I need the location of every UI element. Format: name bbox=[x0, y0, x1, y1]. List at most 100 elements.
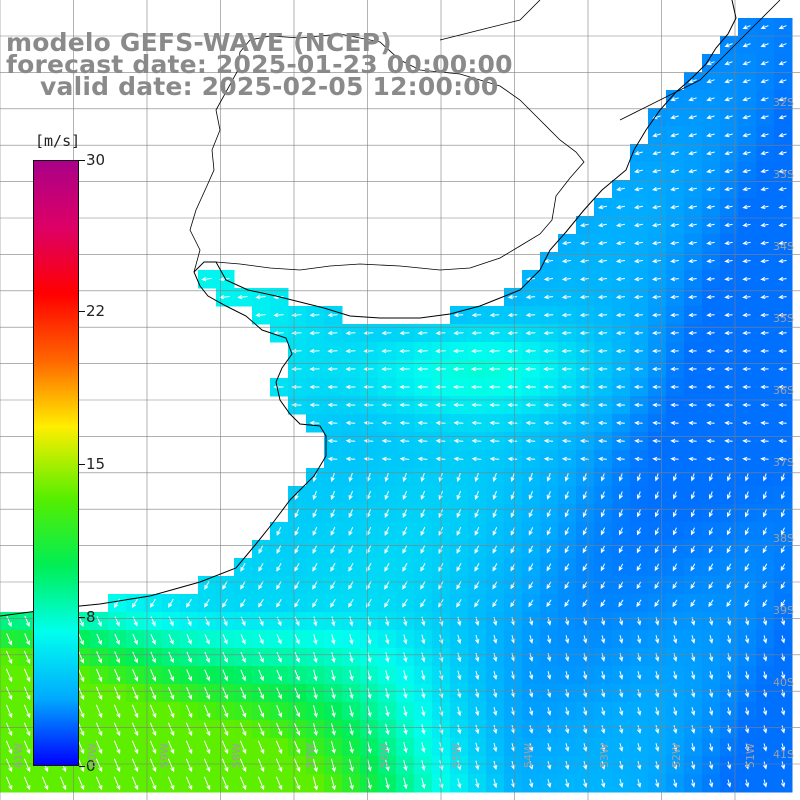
wind-arrow bbox=[742, 222, 751, 228]
wind-arrow bbox=[471, 456, 482, 462]
wind-arrow bbox=[582, 581, 588, 590]
wind-arrow bbox=[637, 725, 642, 734]
wind-arrow bbox=[185, 598, 192, 608]
wind-arrow bbox=[113, 686, 121, 701]
wind-arrow bbox=[565, 725, 570, 734]
wind-arrow bbox=[708, 545, 714, 554]
wind-arrow bbox=[724, 276, 733, 282]
wind-arrow bbox=[331, 651, 336, 663]
wind-arrow bbox=[275, 758, 283, 773]
wind-arrow bbox=[452, 366, 464, 372]
wind-arrow bbox=[778, 366, 787, 372]
wind-arrow bbox=[457, 706, 462, 717]
wind-arrow bbox=[654, 491, 659, 500]
wind-arrow bbox=[583, 725, 588, 734]
wind-arrow bbox=[525, 384, 536, 390]
wind-arrow bbox=[240, 669, 246, 682]
wind-arrow bbox=[96, 668, 103, 683]
wind-arrow bbox=[349, 705, 354, 718]
wind-arrow bbox=[132, 616, 138, 627]
wind-arrow bbox=[240, 704, 247, 718]
wind-arrow bbox=[655, 671, 660, 680]
wind-arrow bbox=[670, 384, 679, 390]
wind-arrow bbox=[203, 776, 211, 791]
wind-arrow bbox=[493, 634, 498, 645]
colorbar-tick-mark bbox=[79, 766, 85, 767]
wind-arrow bbox=[564, 473, 569, 482]
wind-arrow bbox=[778, 312, 787, 318]
wind-arrow bbox=[709, 725, 714, 734]
wind-arrow bbox=[597, 348, 608, 354]
wind-arrow bbox=[367, 777, 372, 790]
wind-arrow bbox=[654, 527, 659, 536]
wind-arrow bbox=[652, 456, 661, 462]
wind-arrow bbox=[744, 527, 749, 536]
wind-arrow bbox=[275, 776, 283, 791]
wind-arrow bbox=[95, 740, 103, 755]
wind-arrow bbox=[724, 151, 733, 156]
wind-arrow bbox=[417, 402, 428, 408]
wind-arrow bbox=[294, 562, 300, 572]
wind-arrow bbox=[6, 633, 13, 646]
wind-arrow bbox=[168, 651, 174, 664]
wind-arrow bbox=[96, 616, 102, 627]
wind-arrow bbox=[475, 652, 480, 663]
wind-arrow bbox=[670, 115, 679, 120]
wind-arrow bbox=[456, 599, 462, 608]
wind-arrow bbox=[349, 723, 354, 736]
wind-arrow bbox=[313, 634, 318, 645]
wind-arrow bbox=[637, 671, 642, 680]
wind-arrow bbox=[618, 563, 624, 572]
wind-arrow bbox=[672, 581, 678, 590]
wind-arrow bbox=[131, 776, 139, 791]
wind-arrow bbox=[367, 741, 372, 754]
wind-arrow bbox=[470, 384, 482, 390]
wind-arrow bbox=[672, 509, 677, 518]
wind-arrow bbox=[258, 669, 264, 682]
wind-arrow bbox=[690, 599, 696, 608]
wind-arrow bbox=[384, 472, 389, 483]
wind-arrow bbox=[709, 671, 714, 680]
wind-arrow bbox=[706, 133, 715, 138]
wind-arrow bbox=[601, 760, 606, 771]
wind-arrow bbox=[240, 634, 246, 645]
wind-arrow bbox=[688, 187, 697, 192]
wind-arrow bbox=[670, 294, 679, 300]
wind-arrow bbox=[616, 420, 625, 426]
wind-arrow bbox=[688, 276, 697, 282]
wind-arrow bbox=[565, 778, 570, 789]
wind-arrow bbox=[633, 240, 643, 246]
wind-arrow bbox=[742, 438, 751, 444]
wind-arrow bbox=[276, 669, 282, 682]
wind-arrow bbox=[615, 330, 626, 336]
wind-arrow bbox=[167, 776, 175, 791]
wind-arrow bbox=[363, 402, 374, 408]
wind-arrow bbox=[726, 545, 732, 554]
wind-arrow bbox=[760, 438, 769, 444]
wind-arrow bbox=[525, 402, 536, 408]
interior-border bbox=[189, 0, 781, 273]
wind-arrow bbox=[309, 420, 320, 426]
wind-arrow bbox=[403, 634, 408, 645]
wind-arrow bbox=[327, 348, 338, 354]
wind-arrow bbox=[457, 652, 462, 663]
longitude-label: 54W bbox=[522, 743, 535, 768]
wind-arrow bbox=[706, 222, 715, 228]
wind-arrow bbox=[561, 330, 572, 336]
wind-arrow bbox=[150, 686, 157, 701]
wind-arrow bbox=[471, 312, 482, 318]
wind-arrow bbox=[636, 509, 641, 518]
latitude-label: 41S bbox=[773, 748, 794, 761]
wind-arrow bbox=[724, 168, 733, 174]
colorbar-tick-label: 8 bbox=[86, 608, 96, 626]
wind-arrow bbox=[475, 634, 480, 645]
wind-arrow bbox=[780, 491, 785, 500]
wind-arrow bbox=[597, 312, 608, 318]
wind-arrow bbox=[583, 689, 588, 698]
wind-arrow bbox=[673, 635, 678, 644]
wind-arrow bbox=[744, 581, 750, 590]
wind-arrow bbox=[276, 634, 282, 645]
wind-arrow bbox=[421, 688, 426, 699]
wind-arrow bbox=[276, 544, 282, 554]
wind-arrow bbox=[652, 187, 661, 192]
